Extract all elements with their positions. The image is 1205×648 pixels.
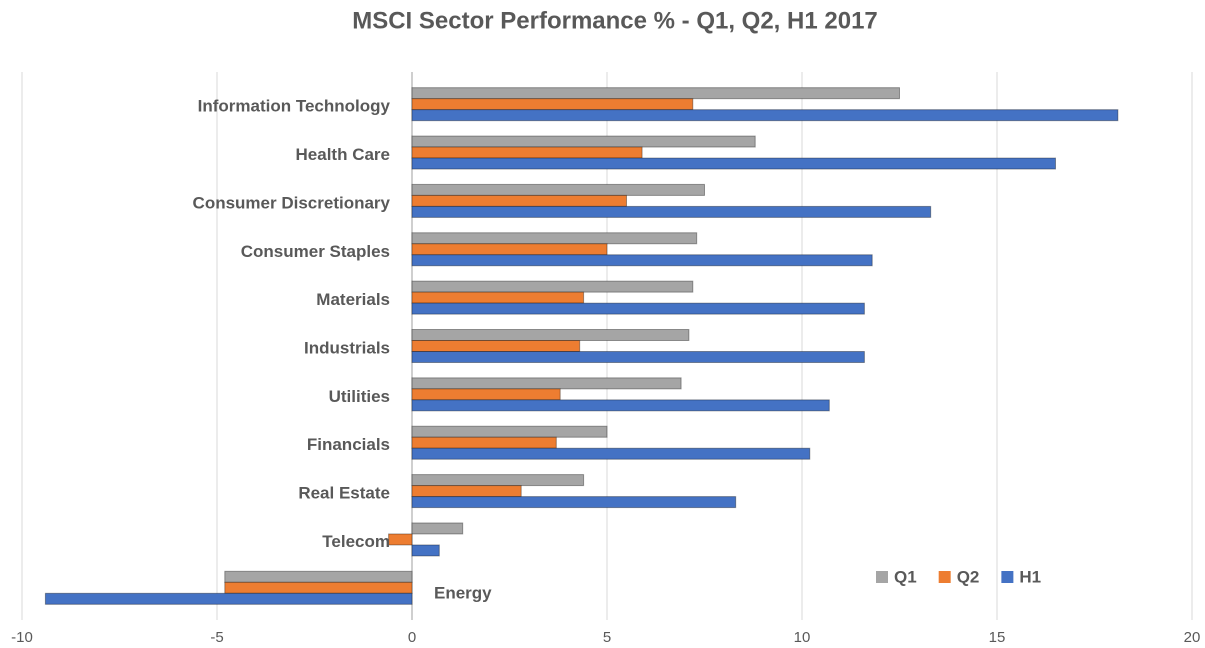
bar xyxy=(388,533,413,546)
bar xyxy=(411,522,464,535)
bar xyxy=(411,329,690,341)
legend-label: H1 xyxy=(1019,567,1041,586)
category-label: Health Care xyxy=(296,145,390,164)
x-tick-label: 10 xyxy=(794,629,811,646)
bar xyxy=(411,425,608,438)
bar xyxy=(411,340,581,352)
bar xyxy=(411,98,694,111)
category-label: Consumer Discretionary xyxy=(193,193,391,212)
x-tick-label: 20 xyxy=(1184,629,1201,646)
bar xyxy=(411,388,561,401)
category-label: Consumer Staples xyxy=(241,242,390,261)
bar xyxy=(411,232,698,245)
x-tick-label: 0 xyxy=(408,629,416,646)
bar xyxy=(411,146,643,159)
bar xyxy=(411,280,694,293)
legend-swatch xyxy=(938,571,951,583)
bar xyxy=(411,87,900,100)
bar xyxy=(411,351,865,363)
bar xyxy=(411,109,1119,122)
bar xyxy=(411,183,705,196)
bar xyxy=(411,205,932,218)
chart-title: MSCI Sector Performance % - Q1, Q2, H1 2… xyxy=(352,7,878,34)
bar xyxy=(411,302,865,315)
bar xyxy=(411,544,440,557)
x-tick-label: 15 xyxy=(989,629,1006,646)
bar xyxy=(411,496,737,509)
x-tick-label: 5 xyxy=(603,629,611,646)
category-label: Industrials xyxy=(304,338,390,357)
bar xyxy=(411,399,830,412)
category-label: Materials xyxy=(316,290,390,309)
bar xyxy=(44,592,413,605)
category-label: Information Technology xyxy=(198,97,391,116)
legend-label: Q2 xyxy=(957,567,980,586)
category-label: Utilities xyxy=(329,387,390,406)
bar xyxy=(411,157,1056,170)
bar xyxy=(411,474,585,487)
bar xyxy=(411,447,811,460)
bar xyxy=(411,377,682,390)
bar xyxy=(411,254,873,267)
category-label: Financials xyxy=(307,435,390,454)
bar xyxy=(224,581,413,594)
x-tick-label: -10 xyxy=(11,629,33,646)
bar xyxy=(411,135,756,148)
legend-swatch xyxy=(876,571,888,583)
bar xyxy=(411,436,557,449)
bar xyxy=(411,291,585,304)
category-label: Energy xyxy=(434,583,492,602)
category-label: Telecom xyxy=(322,532,390,551)
legend-swatch xyxy=(1001,571,1014,583)
bar xyxy=(411,485,522,498)
bar xyxy=(224,570,413,583)
category-label: Real Estate xyxy=(298,484,390,503)
bar xyxy=(411,243,608,256)
bar xyxy=(411,194,627,207)
x-tick-label: -5 xyxy=(210,629,223,646)
legend-label: Q1 xyxy=(894,567,917,586)
